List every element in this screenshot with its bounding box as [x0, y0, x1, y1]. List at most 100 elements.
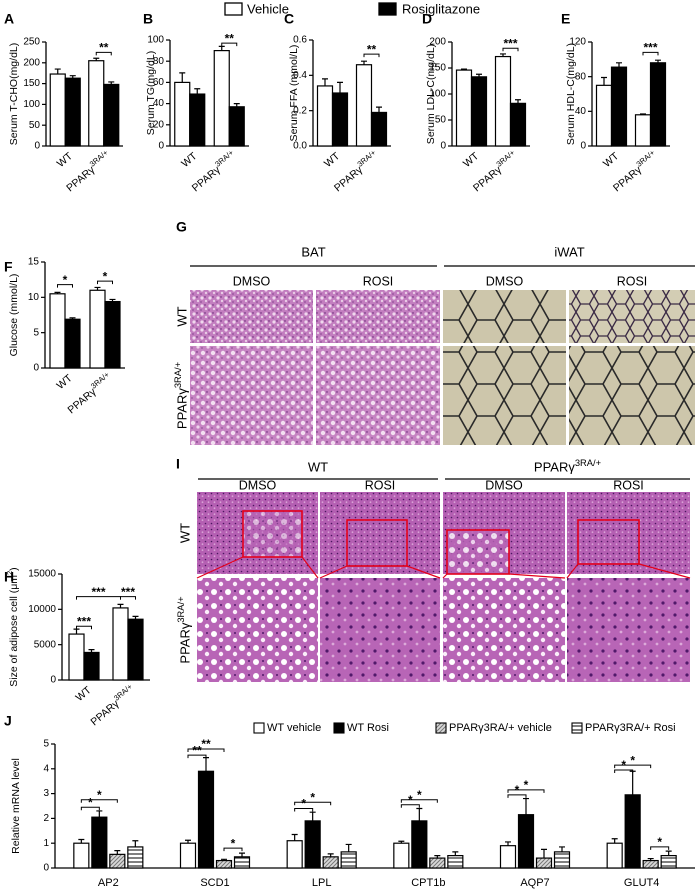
y-tick-label: 10 — [28, 292, 40, 303]
bar — [494, 55, 512, 147]
significance-label: *** — [91, 585, 105, 599]
bar — [233, 856, 251, 869]
bar — [49, 73, 66, 147]
y-tick-label: 150 — [429, 63, 446, 74]
x-tick-label: PPARγ3RA/+ — [188, 148, 240, 195]
x-tick-label: WT — [461, 150, 482, 170]
x-tick-label: AP2 — [98, 877, 119, 889]
error-bar — [218, 45, 225, 51]
y-tick-label: 200 — [429, 37, 446, 48]
bar — [68, 633, 85, 681]
y-tick-label: 200 — [23, 57, 40, 68]
y-tick-label: 50 — [435, 115, 447, 126]
y-tick-label: 100 — [147, 35, 164, 46]
column-label: ROSI — [617, 274, 648, 288]
y-tick-label: 5000 — [34, 639, 57, 650]
column-label: DMSO — [239, 478, 277, 492]
micrograph — [443, 290, 566, 343]
legend-swatch — [253, 722, 265, 734]
significance-label: ** — [99, 41, 109, 55]
error-bar — [611, 838, 618, 844]
column-label: DMSO — [485, 478, 523, 492]
significance-label: ** — [225, 31, 235, 45]
bar — [649, 62, 667, 147]
micrograph — [569, 346, 695, 445]
bar — [109, 853, 126, 869]
bar — [103, 83, 120, 147]
error-bar — [132, 840, 139, 847]
significance-label: ** — [201, 737, 211, 751]
error-bar — [322, 78, 328, 86]
significance-bracket — [294, 807, 314, 812]
significance-bracket — [400, 804, 420, 808]
row-label: WT — [174, 306, 189, 326]
bar — [429, 857, 446, 869]
bar — [89, 289, 106, 369]
y-tick-label: 20 — [153, 119, 165, 130]
bar — [112, 607, 129, 681]
legend-label: PPARγ3RA/+ vehicle — [449, 722, 552, 734]
micrograph — [443, 578, 565, 682]
zoom-line — [319, 565, 441, 579]
error-bar — [194, 88, 201, 95]
bar — [535, 857, 553, 869]
x-tick-label: WT — [73, 684, 94, 704]
fat-region — [447, 530, 509, 574]
bar — [595, 84, 613, 147]
error-bar — [647, 857, 654, 861]
zoom-box — [446, 529, 510, 575]
error-bar — [452, 851, 459, 856]
y-tick-label: 0 — [33, 363, 39, 374]
bar — [331, 92, 349, 147]
error-bar — [185, 839, 191, 844]
x-tick-label: PPARγ3RA/+ — [87, 682, 139, 729]
text-part: 3RA/+ — [494, 148, 516, 169]
micrograph — [443, 346, 566, 445]
column-label: DMSO — [233, 274, 271, 288]
panel-letter: A — [4, 11, 14, 27]
error-bar — [337, 81, 343, 93]
significance-label: ** — [367, 42, 377, 56]
panel-letter: J — [4, 713, 12, 729]
bar — [83, 651, 100, 681]
x-tick-label: AQP7 — [520, 877, 549, 889]
y-tick-label: 0 — [34, 141, 40, 152]
error-bar — [461, 68, 467, 71]
legend-label: Vehicle — [247, 1, 289, 16]
column-label: ROSI — [613, 478, 644, 492]
column-label: ROSI — [365, 478, 396, 492]
error-bar — [376, 106, 382, 113]
y-tick-label: 0.4 — [293, 70, 307, 81]
significance-label: *** — [643, 41, 657, 55]
y-tick-label: 0.0 — [293, 141, 307, 152]
significance-label: * — [231, 836, 236, 850]
significance-label: * — [310, 790, 315, 804]
micrograph — [316, 346, 440, 445]
y-axis-label: Serum TG(mg/dL) — [145, 51, 157, 135]
panel-letter: C — [284, 11, 294, 27]
y-tick-label: 40 — [575, 106, 587, 117]
bar — [606, 842, 623, 869]
x-tick-label: GLUT4 — [624, 877, 659, 889]
error-bar — [109, 298, 116, 302]
error-bar — [601, 76, 607, 86]
significance-bracket — [614, 769, 634, 774]
y-tick-label: 120 — [569, 37, 586, 48]
bar — [509, 102, 527, 147]
y-tick-label: 5 — [43, 739, 49, 750]
group-label: BAT — [301, 244, 325, 259]
bar — [642, 859, 659, 869]
y-tick-label: 100 — [23, 99, 40, 110]
error-bar — [361, 60, 367, 65]
error-bar — [541, 848, 547, 859]
bar — [197, 770, 215, 869]
significance-bracket — [294, 801, 332, 806]
panel-letter: F — [4, 259, 13, 275]
significance-label: * — [103, 269, 108, 283]
error-bar — [88, 649, 95, 653]
bar — [470, 76, 488, 147]
y-tick-label: 0 — [580, 141, 586, 152]
column-label: ROSI — [363, 274, 394, 288]
